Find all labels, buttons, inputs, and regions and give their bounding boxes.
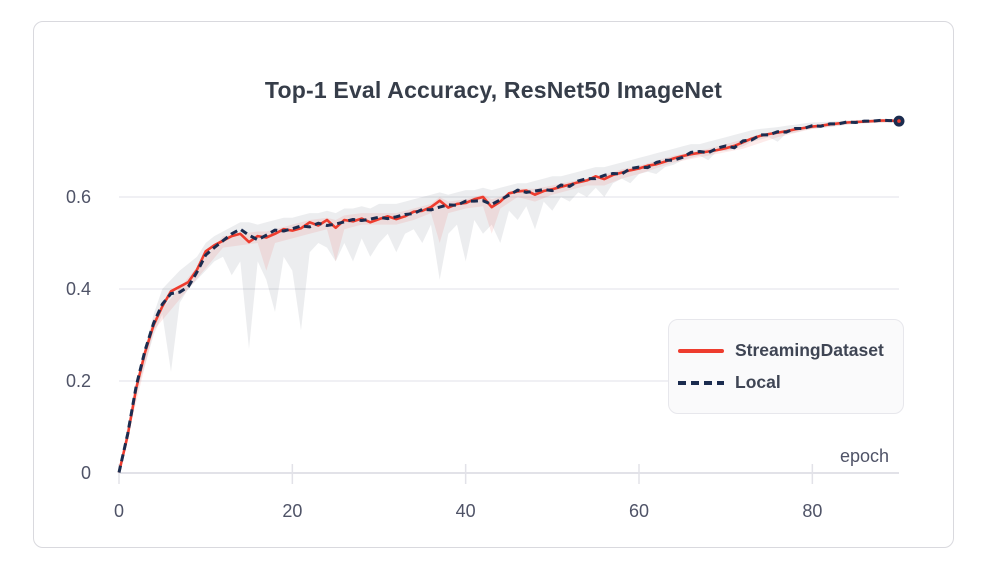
plot-area[interactable]: 0 0.2 0.4 0.6 0 20 40 60 80 epoch — [34, 22, 955, 549]
y-tick-label: 0.4 — [66, 279, 91, 299]
chart-title: Top-1 Eval Accuracy, ResNet50 ImageNet — [264, 77, 723, 103]
x-tick-label: 0 — [114, 501, 124, 521]
dashed-line-swatch-icon — [678, 380, 724, 385]
chart-card: Top-1 Eval Accuracy, ResNet50 ImageNet 0… — [33, 21, 954, 548]
x-tick-label: 80 — [802, 501, 822, 521]
x-tick-label: 60 — [629, 501, 649, 521]
y-tick-label: 0 — [81, 463, 91, 483]
legend-item-streamingdataset[interactable]: StreamingDataset — [678, 340, 903, 361]
confidence-band-streamingdataset — [119, 119, 899, 473]
x-tick-label: 40 — [456, 501, 476, 521]
x-axis-label: epoch — [840, 446, 889, 466]
confidence-band-local — [119, 119, 899, 474]
line-local — [117, 118, 899, 473]
legend-label: Local — [735, 372, 781, 392]
legend-label: StreamingDataset — [735, 340, 884, 360]
solid-line-swatch-icon — [678, 348, 724, 353]
legend-item-local[interactable]: Local — [678, 372, 903, 393]
y-tick-label: 0.6 — [66, 187, 91, 207]
y-tick-label: 0.2 — [66, 371, 91, 391]
x-tick-label: 20 — [282, 501, 302, 521]
legend: StreamingDataset Local — [668, 319, 904, 414]
line-streamingdataset — [117, 119, 900, 473]
end-point-marker-center — [897, 119, 901, 123]
